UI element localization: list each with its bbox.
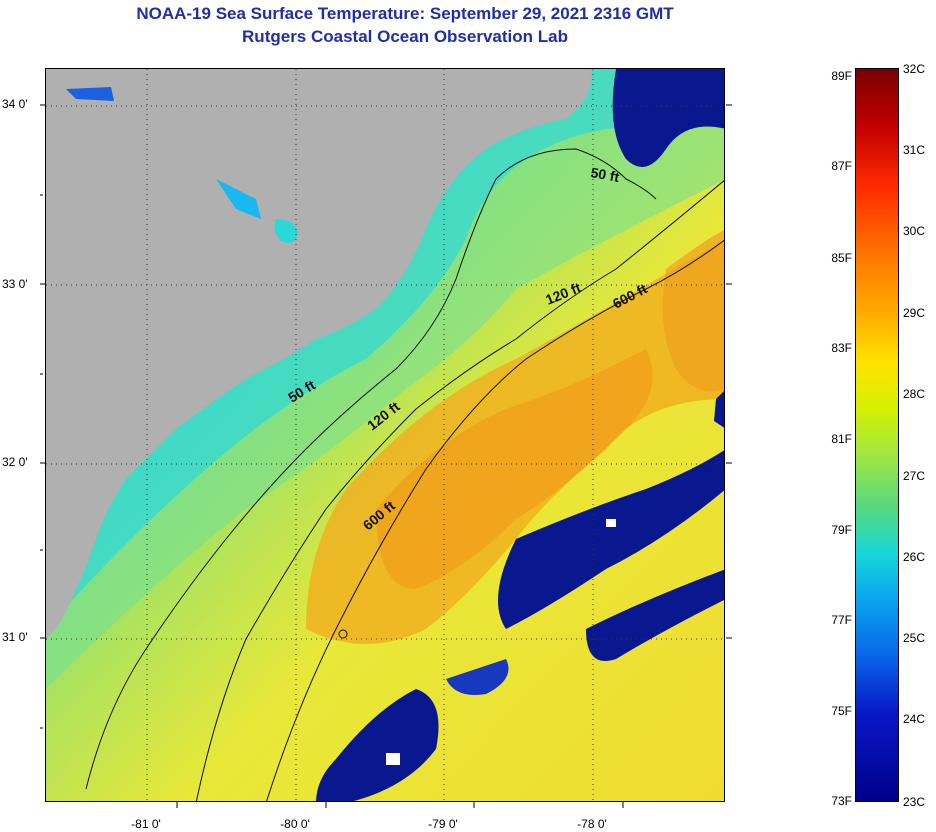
colorbar-c-label: 23C bbox=[903, 795, 926, 809]
lat-label-34: 34 0' bbox=[2, 97, 28, 111]
cold-patch-edge bbox=[714, 391, 724, 428]
cold-patch-small bbox=[446, 659, 509, 695]
sst-map-canvas: 50 ft 120 ft 600 ft 50 ft 120 ft 600 ft bbox=[46, 69, 724, 801]
colorbar-c-label: 29C bbox=[903, 306, 926, 320]
colorbar-f-label: 73F bbox=[831, 794, 852, 808]
colorbar-f-label: 81F bbox=[831, 432, 852, 446]
cold-patch-south bbox=[316, 689, 439, 801]
cold-patch-cluster bbox=[586, 569, 724, 661]
inland-water-patch bbox=[216, 179, 261, 219]
inland-water-patch bbox=[66, 87, 114, 101]
isobath-120ft bbox=[195, 180, 724, 801]
colorbar-f-label: 75F bbox=[831, 704, 852, 718]
map-subtitle: Rutgers Coastal Ocean Observation Lab bbox=[242, 27, 568, 46]
colorbar-c-label: 28C bbox=[903, 387, 926, 401]
lat-label-33: 33 0' bbox=[2, 277, 28, 291]
colorbar-c-label: 24C bbox=[903, 712, 926, 726]
cold-patch-cluster bbox=[497, 450, 724, 629]
shelf-band bbox=[46, 69, 724, 689]
temperature-colorbar bbox=[855, 68, 899, 802]
colorbar-c-label: 31C bbox=[903, 143, 926, 157]
sst-map[interactable]: 50 ft 120 ft 600 ft 50 ft 120 ft 600 ft bbox=[45, 68, 725, 802]
colorbar-f-label: 89F bbox=[831, 69, 852, 83]
graticule bbox=[46, 69, 724, 801]
lon-label-79: -79 0' bbox=[428, 817, 458, 831]
warm-gulf-stream-core bbox=[376, 349, 653, 589]
small-contour-ring bbox=[338, 629, 348, 639]
colorbar-f-label: 79F bbox=[831, 523, 852, 537]
colorbar-f-label: 77F bbox=[831, 613, 852, 627]
colorbar-c-label: 32C bbox=[903, 62, 926, 76]
lat-label-32: 32 0' bbox=[2, 455, 28, 469]
isobath-600ft bbox=[266, 239, 724, 801]
lon-label-78: -78 0' bbox=[577, 817, 607, 831]
colorbar-f-label: 85F bbox=[831, 251, 852, 265]
land-mass bbox=[46, 69, 592, 639]
lon-label-80: -80 0' bbox=[280, 817, 310, 831]
colorbar-f-label: 83F bbox=[831, 341, 852, 355]
axis-ticks bbox=[40, 104, 732, 808]
inland-water-patch bbox=[274, 219, 298, 243]
cloud-white-spot bbox=[606, 519, 616, 527]
cold-patch-north bbox=[612, 69, 724, 167]
isobath-50ft bbox=[85, 148, 657, 790]
map-title: NOAA-19 Sea Surface Temperature: Septemb… bbox=[136, 4, 674, 23]
lon-label-81: -81 0' bbox=[131, 817, 161, 831]
colorbar-c-label: 25C bbox=[903, 631, 926, 645]
contour-label-50ft-north: 50 ft bbox=[589, 164, 620, 185]
colorbar-c-label: 26C bbox=[903, 550, 926, 564]
lat-label-31: 31 0' bbox=[2, 630, 28, 644]
colorbar-f-label: 87F bbox=[831, 159, 852, 173]
warm-northeast-patch bbox=[662, 230, 724, 392]
colorbar-c-label: 27C bbox=[903, 469, 926, 483]
cloud-white-spot bbox=[386, 753, 400, 765]
colorbar-c-label: 30C bbox=[903, 224, 926, 238]
